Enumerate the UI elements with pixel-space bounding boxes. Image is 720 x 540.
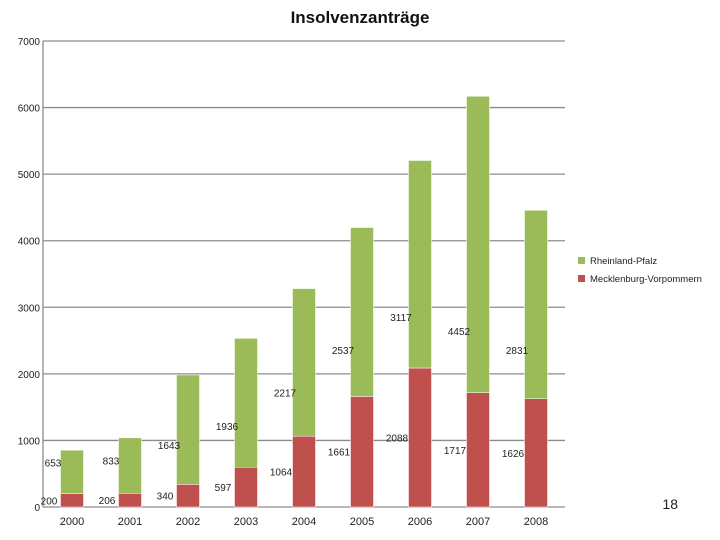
x-tick-label: 2008 [524, 516, 548, 528]
data-label-mecklenburg-vorpommern: 1064 [270, 468, 293, 479]
y-tick-label: 5000 [18, 170, 41, 181]
data-label-mecklenburg-vorpommern: 206 [99, 496, 116, 507]
legend-label: Rheinland-Pfalz [590, 256, 657, 267]
x-tick-label: 2000 [60, 516, 84, 528]
x-tick-label: 2004 [292, 516, 316, 528]
x-tick-label: 2002 [176, 516, 200, 528]
page-number: 18 [662, 496, 678, 512]
data-label-rheinland-pfalz: 4452 [448, 327, 471, 338]
data-label-rheinland-pfalz: 653 [45, 458, 62, 469]
bar-rheinland-pfalz-2006 [408, 160, 432, 369]
bar-mecklenburg-vorpommern-2006 [408, 367, 432, 508]
bar-rheinland-pfalz-2002 [176, 374, 200, 485]
data-label-mecklenburg-vorpommern: 1661 [328, 448, 351, 459]
data-label-rheinland-pfalz: 2831 [506, 346, 529, 357]
data-label-mecklenburg-vorpommern: 597 [215, 483, 232, 494]
data-label-mecklenburg-vorpommern: 1626 [502, 449, 525, 460]
data-label-rheinland-pfalz: 3117 [390, 313, 412, 324]
y-tick-label: 3000 [18, 303, 41, 314]
data-label-mecklenburg-vorpommern: 340 [157, 492, 174, 503]
x-tick-label: 2006 [408, 516, 432, 528]
data-label-mecklenburg-vorpommern: 2088 [386, 433, 409, 444]
bar-mecklenburg-vorpommern-2005 [350, 396, 374, 508]
x-tick-label: 2005 [350, 516, 374, 528]
data-label-mecklenburg-vorpommern: 1717 [444, 446, 467, 457]
y-tick-label: 4000 [18, 237, 41, 248]
y-tick-label: 7000 [18, 37, 41, 48]
bar-rheinland-pfalz-2005 [350, 227, 374, 397]
data-label-rheinland-pfalz: 833 [103, 457, 120, 468]
data-label-rheinland-pfalz: 2217 [274, 388, 297, 399]
chart-title: Insolvenzanträge [290, 8, 430, 27]
bar-mecklenburg-vorpommern-2002 [176, 484, 200, 508]
y-tick-label: 0 [34, 503, 40, 514]
data-label-rheinland-pfalz: 2537 [332, 346, 355, 357]
data-label-rheinland-pfalz: 1643 [158, 441, 181, 452]
x-tick-label: 2003 [234, 516, 258, 528]
y-tick-label: 1000 [18, 436, 41, 447]
bar-rheinland-pfalz-2000 [60, 449, 84, 494]
bar-rheinland-pfalz-2001 [118, 437, 142, 494]
y-tick-label: 2000 [18, 370, 41, 381]
bar-mecklenburg-vorpommern-2000 [60, 493, 84, 508]
legend-label: Mecklenburg-Vorpommern [590, 274, 702, 285]
bar-rheinland-pfalz-2003 [234, 338, 258, 468]
bar-rheinland-pfalz-2008 [524, 210, 548, 400]
bar-mecklenburg-vorpommern-2007 [466, 392, 490, 508]
y-tick-label: 6000 [18, 104, 41, 115]
axes: 0 1000 2000 3000 4000 5000 6000 7000 2000 2001 200… [18, 37, 548, 528]
bars [60, 96, 548, 508]
data-label-mecklenburg-vorpommern: 200 [41, 496, 58, 507]
bar-rheinland-pfalz-2004 [292, 288, 316, 437]
x-tick-label: 2001 [118, 516, 142, 528]
legend-swatch [578, 275, 585, 282]
x-tick-label: 2007 [466, 516, 490, 528]
legend: Rheinland-Pfalz Mecklenburg-Vorpommern [578, 256, 702, 285]
bar-mecklenburg-vorpommern-2008 [524, 398, 548, 508]
bar-mecklenburg-vorpommern-2003 [234, 467, 258, 508]
legend-swatch [578, 257, 585, 264]
bar-mecklenburg-vorpommern-2001 [118, 493, 142, 508]
data-labels: 200 653 206 833 340 1643 597 1936 1064 2217 1661 25… [41, 313, 529, 507]
data-label-rheinland-pfalz: 1936 [216, 422, 239, 433]
bar-mecklenburg-vorpommern-2004 [292, 435, 316, 508]
bar-rheinland-pfalz-2007 [466, 96, 490, 393]
